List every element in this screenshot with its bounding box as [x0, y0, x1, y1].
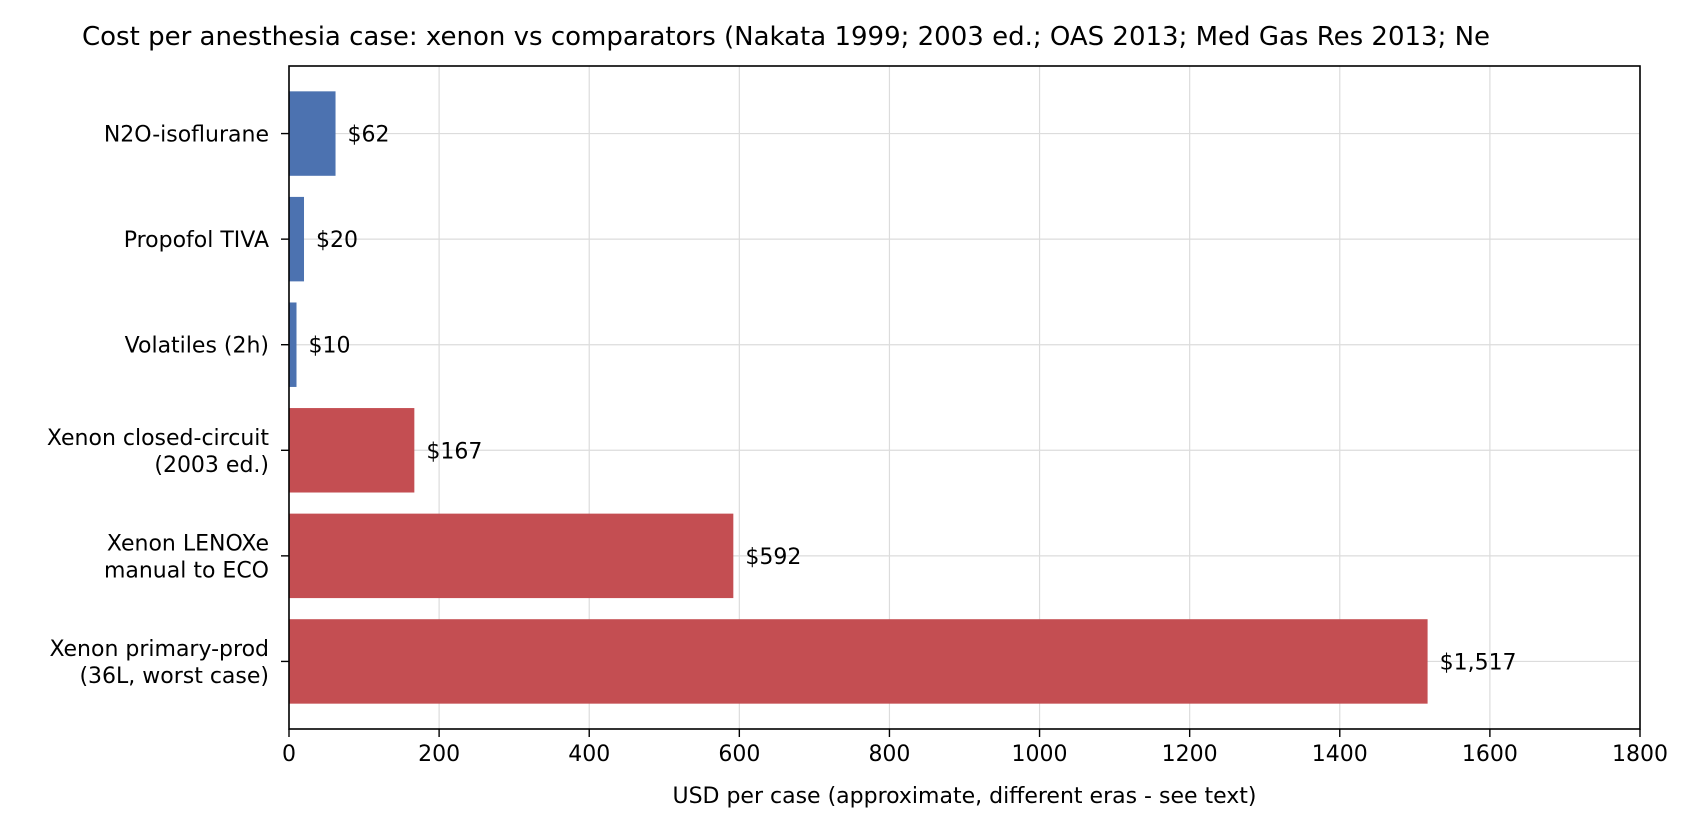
y-tick-label: manual to ECO	[104, 558, 269, 583]
x-tick-label: 1400	[1312, 742, 1368, 767]
x-tick-label: 0	[282, 742, 296, 767]
x-tick-label: 800	[868, 742, 910, 767]
x-tick-label: 600	[718, 742, 760, 767]
bar-value-label: $10	[309, 334, 351, 359]
x-tick-label: 400	[568, 742, 610, 767]
y-tick-label: Xenon primary-prod	[49, 637, 269, 662]
y-tick-label: Propofol TIVA	[124, 228, 269, 253]
y-tick-label: N2O-isoflurane	[104, 123, 269, 148]
x-tick-label: 200	[418, 742, 460, 767]
x-tick-label: 1000	[1012, 742, 1068, 767]
bar-value-label: $592	[745, 545, 801, 570]
bar	[289, 91, 336, 176]
bar-value-label: $62	[348, 123, 390, 148]
bars	[289, 91, 1428, 704]
bar-value-label: $1,517	[1440, 650, 1517, 675]
bar	[289, 513, 734, 599]
chart-title: Cost per anesthesia case: xenon vs compa…	[82, 22, 1491, 52]
y-tick-label: Xenon LENOXe	[107, 531, 269, 556]
bar	[289, 196, 305, 282]
x-tick-label: 1200	[1162, 742, 1218, 767]
data-labels: $62 $20 $10 $167 $592 $1,517	[309, 123, 1517, 676]
y-tick-label: (36L, worst case)	[79, 664, 269, 689]
x-tick-label: 1600	[1462, 742, 1518, 767]
plot-frame	[288, 65, 1641, 730]
bar-value-label: $167	[426, 439, 482, 464]
y-tick-label: (2003 ed.)	[154, 453, 269, 478]
bar-value-label: $20	[316, 228, 358, 253]
y-axis-ticks: N2O-isoflurane Propofol TIVA Volatiles (2h…	[47, 123, 289, 689]
y-tick-label: Volatiles (2h)	[125, 334, 269, 359]
x-tick-label: 1800	[1612, 742, 1668, 767]
y-tick-label: Xenon closed-circuit	[47, 426, 269, 451]
x-axis-ticks: 0 200 400 600 800 1000 1200 1400 1600 1800	[282, 729, 1668, 767]
x-axis-title: USD per case (approximate, different era…	[672, 784, 1256, 809]
bar	[289, 408, 415, 493]
bar	[289, 302, 297, 387]
bar	[289, 619, 1428, 704]
